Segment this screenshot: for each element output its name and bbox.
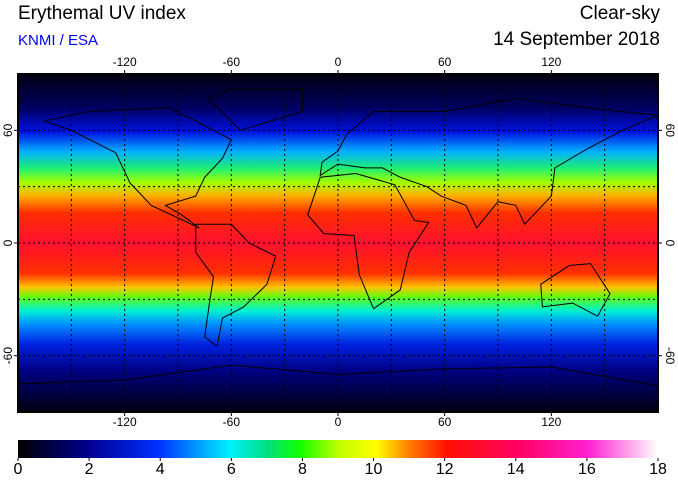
lon-label: 120 [541,55,561,69]
lon-label: 120 [541,415,561,429]
colorbar-label: 0 [14,461,23,478]
coastlines [18,89,658,386]
title: Erythemal UV index [18,3,186,24]
source: KNMI / ESA [18,32,98,49]
lon-label: -120 [113,415,137,429]
colorbar-label: 14 [507,461,525,478]
colorbar-label: 12 [436,461,454,478]
colorbar-label: 4 [156,461,165,478]
grid [18,74,658,412]
colorbar [18,440,658,458]
lon-label: 60 [438,415,452,429]
lon-label: 0 [335,55,342,69]
condition: Clear-sky [580,3,661,24]
lat-label: 0 [1,239,15,246]
lat-label: -60 [1,347,15,365]
date: 14 September 2018 [493,29,660,50]
lat-label: -60 [663,347,677,365]
lon-label: -60 [223,415,241,429]
lon-label: -120 [113,55,137,69]
colorbar-label: 18 [649,461,667,478]
colorbar-label: 16 [578,461,596,478]
colorbar-label: 10 [365,461,383,478]
colorbar-label: 2 [85,461,94,478]
lon-label: 60 [438,55,452,69]
lat-label: 60 [663,124,677,138]
lon-label: -60 [223,55,241,69]
lat-label: 0 [663,240,677,247]
colorbar-label: 8 [298,461,307,478]
lat-label: 60 [1,123,15,137]
colorbar-label: 6 [227,461,236,478]
lon-label: 0 [335,415,342,429]
